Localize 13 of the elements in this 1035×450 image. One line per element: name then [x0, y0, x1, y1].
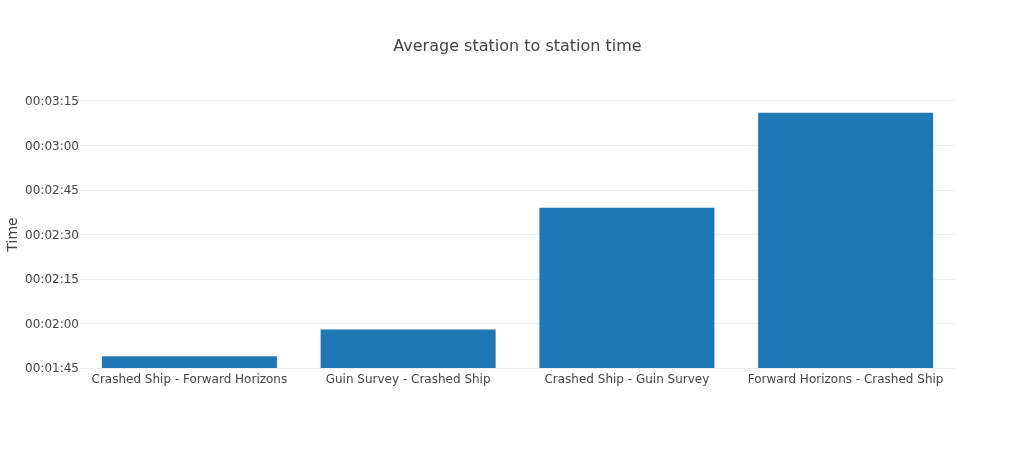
x-tick-label: Crashed Ship - Guin Survey: [544, 372, 710, 387]
y-tick-label: 00:02:00: [25, 316, 79, 331]
y-axis-title: Time: [3, 217, 20, 253]
y-tick-label: 00:02:45: [25, 183, 79, 198]
x-tick-label: Guin Survey - Crashed Ship: [325, 372, 491, 387]
x-tick-label: Forward Horizons - Crashed Ship: [747, 372, 944, 387]
y-tick-label: 00:03:15: [25, 94, 79, 109]
x-tick-label: Crashed Ship - Forward Horizons: [91, 372, 288, 387]
chart-title: Average station to station time: [393, 35, 642, 55]
y-tick-label: 00:03:00: [25, 138, 79, 153]
y-tick-label: 00:01:45: [25, 361, 79, 376]
y-tick-label: 00:02:15: [25, 272, 79, 287]
y-tick-label: 00:02:30: [25, 227, 79, 242]
